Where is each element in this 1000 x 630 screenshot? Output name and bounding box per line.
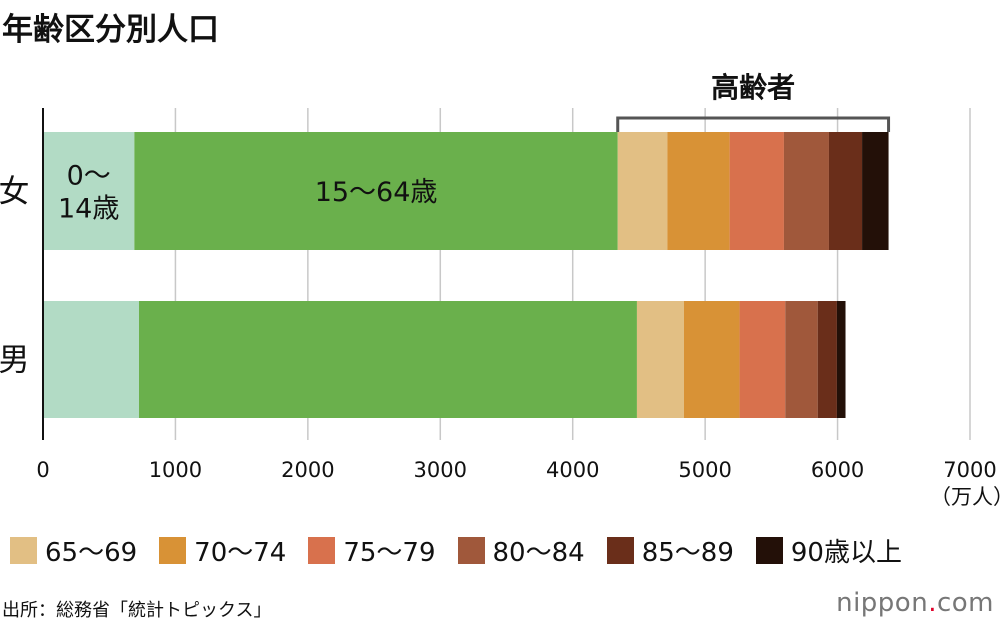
chart-title: 年齢区分別人口 — [2, 12, 219, 48]
legend-swatch — [457, 537, 485, 564]
legend-label: 80〜84 — [492, 538, 585, 568]
bar-segment — [739, 301, 786, 418]
legend-item: 65〜69 — [10, 532, 137, 569]
legend-item: 80〜84 — [457, 532, 585, 569]
bar-segment — [43, 301, 140, 418]
x-tick-label: 3000 — [414, 458, 467, 482]
legend-item: 70〜74 — [159, 532, 286, 569]
brand-logo: nippon.com — [836, 588, 994, 618]
stacked-bar-chart: 女男 0 1000 2000 3000 4000 5000 6000 7000 （万人） 0〜14歳… — [0, 71, 1000, 509]
source-note: 出所：総務省「統計トピックス」 — [2, 600, 272, 621]
bar-segment — [828, 132, 863, 250]
x-tick-label: 1000 — [149, 458, 202, 482]
legend-item: 90歳以上 — [755, 532, 902, 569]
bar-segment — [836, 301, 846, 418]
bracket-label: 高齢者 — [711, 71, 795, 104]
legend-swatch — [10, 537, 37, 564]
legend-item: 85〜89 — [606, 532, 734, 569]
legend-label: 90歳以上 — [790, 538, 902, 568]
legend-swatch — [159, 537, 187, 564]
brand-name: nippon — [836, 588, 929, 618]
x-tick-label: 5000 — [678, 458, 731, 482]
segment-label: 15〜64歳 — [315, 177, 438, 208]
bar-segment — [783, 132, 829, 250]
legend-label: 75〜79 — [343, 538, 436, 568]
x-tick-label: 2000 — [281, 458, 334, 482]
brand-dot: . — [928, 588, 937, 618]
segment-label: 0〜 — [67, 161, 111, 192]
x-tick-label: 4000 — [546, 458, 599, 482]
legend: 65〜69 70〜74 75〜79 80〜84 85〜89 90歳以上 — [10, 532, 924, 569]
bar-segment — [683, 301, 740, 418]
elderly-bracket — [616, 116, 891, 132]
bar-segment — [667, 132, 730, 250]
x-axis-unit: （万人） — [930, 485, 1000, 509]
legend-swatch — [755, 537, 783, 564]
bar-segment — [139, 301, 637, 418]
category-label: 女 — [0, 174, 30, 210]
x-tick-label: 7000 — [943, 458, 996, 482]
bar-segment — [729, 132, 784, 250]
bar-segment — [617, 132, 668, 250]
x-tick-label: 6000 — [811, 458, 864, 482]
legend-label: 65〜69 — [45, 538, 138, 568]
legend-swatch — [308, 537, 336, 564]
bar-segment — [862, 132, 889, 250]
bar-segment — [43, 132, 135, 250]
bar-segment — [817, 301, 837, 418]
legend-label: 70〜74 — [194, 538, 287, 568]
bar-segment — [134, 132, 618, 250]
legend-swatch — [606, 537, 634, 564]
brand-tld: com — [936, 588, 994, 618]
legend-label: 85〜89 — [641, 538, 734, 568]
bar-segment — [785, 301, 818, 418]
legend-item: 75〜79 — [308, 532, 436, 569]
category-label: 男 — [0, 343, 30, 379]
segment-label: 14歳 — [58, 194, 119, 225]
x-tick-label: 0 — [36, 458, 49, 482]
bar-segment — [636, 301, 684, 418]
